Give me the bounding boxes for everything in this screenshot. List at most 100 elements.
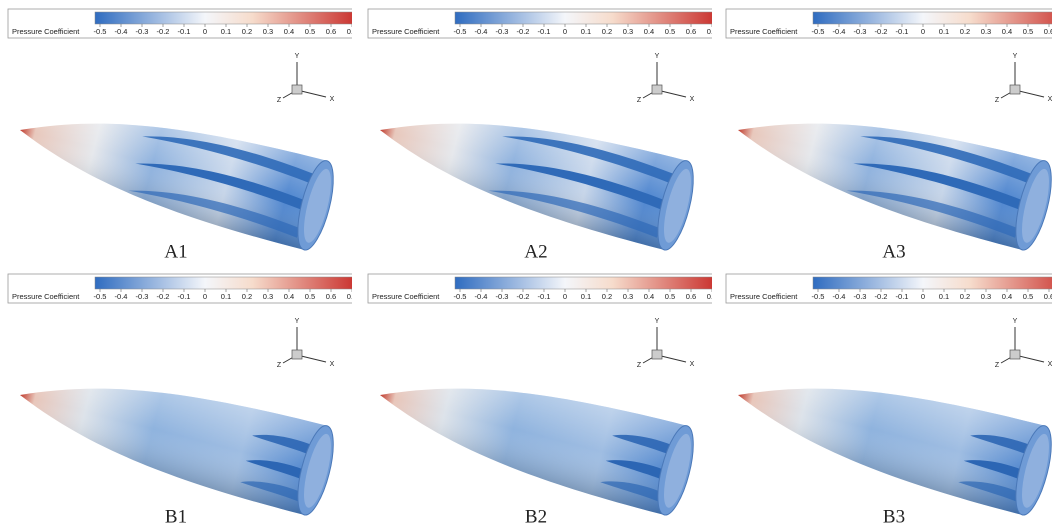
panel-label: B2 [525,506,547,527]
colorbar-tick-label: -0.3 [854,292,867,301]
colorbar-tick-label: -0.4 [115,292,128,301]
colorbar-title: Pressure Coefficient [730,27,798,36]
panel: Pressure Coefficient-0.5-0.4-0.3-0.2-0.1… [360,265,712,529]
triad-label-z: Z [637,97,642,104]
colorbar-tick-label: -0.1 [896,292,909,301]
panel: Pressure Coefficient-0.5-0.4-0.3-0.2-0.1… [0,0,352,264]
projectile [369,350,701,518]
triad-label-x: X [330,361,335,368]
colorbar-tick-label: 0 [563,27,567,36]
panel-label: B1 [165,506,187,527]
triad-cube [652,350,662,359]
projectile [9,85,341,253]
colorbar-tick-label: 0.6 [326,292,336,301]
triad-label-z: Z [637,362,642,369]
triad-label-x: X [690,361,695,368]
panel: Pressure Coefficient-0.5-0.4-0.3-0.2-0.1… [718,0,1052,264]
triad-cube [652,85,662,94]
colorbar-tick-label: -0.2 [875,27,888,36]
colorbar-tick-label: 0.2 [960,27,970,36]
figure: Pressure Coefficient -0.5 -0.4 -0.3 -0.2 -0.1… [0,0,1052,529]
colorbar-gradient [95,12,352,24]
panel-label: A1 [164,241,187,262]
colorbar-gradient [455,12,712,24]
colorbar-tick-label: 0.4 [284,27,294,36]
colorbar-title: Pressure Coefficient [12,27,80,36]
panel: Pressure Coefficient-0.5-0.4-0.3-0.2-0.1… [0,265,352,529]
colorbar-gradient [813,277,1052,289]
triad-label-x: X [1048,361,1052,368]
colorbar-tick-label: 0.1 [221,27,231,36]
colorbar-tick-label: -0.2 [517,27,530,36]
colorbar-tick-label: 0.3 [981,27,991,36]
triad-label-y: Y [295,318,300,325]
colorbar-tick-label: -0.5 [812,27,825,36]
colorbar-tick-label: 0.3 [623,292,633,301]
colorbar-tick-label: 0 [203,292,207,301]
colorbar-tick-label: -0.1 [178,27,191,36]
colorbar-tick-label: -0.5 [454,27,467,36]
colorbar-tick-label: -0.1 [896,27,909,36]
colorbar-tick-label: 0.2 [602,27,612,36]
colorbar-tick-label: 0.6 [1044,27,1052,36]
colorbar-gradient [813,12,1052,24]
colorbar-tick-label: -0.2 [517,292,530,301]
colorbar-tick-label: -0.5 [94,27,107,36]
colorbar-tick-label: 0.5 [665,27,675,36]
colorbar-tick-label: -0.2 [157,27,170,36]
colorbar-tick-label: 0.6 [686,27,696,36]
triad-label-y: Y [655,318,660,325]
panel-label: A3 [882,241,905,262]
colorbar-tick-label: -0.1 [178,292,191,301]
triad-cube [292,85,302,94]
colorbar-tick-label: -0.1 [538,27,551,36]
colorbar-gradient [455,277,712,289]
colorbar-tick-label: 0.1 [581,292,591,301]
panel: Pressure Coefficient-0.5-0.4-0.3-0.2-0.1… [360,0,712,264]
colorbar-tick-label: -0.3 [854,27,867,36]
colorbar-tick-label: -0.4 [475,292,488,301]
colorbar-title: Pressure Coefficient [12,292,80,301]
colorbar-tick-label: 0.5 [1023,27,1033,36]
colorbar-tick-label: 0.1 [939,292,949,301]
triad-cube [292,350,302,359]
colorbar-tick-label: -0.4 [833,292,846,301]
triad-label-x: X [330,96,335,103]
projectile [9,350,341,518]
colorbar-title: Pressure Coefficient [372,27,440,36]
colorbar-tick-label: 0.6 [326,27,336,36]
triad-label-y: Y [295,53,300,60]
colorbar-tick-label: 0.3 [623,27,633,36]
colorbar-tick-label: 0.7 [347,27,352,36]
colorbar-tick-label: 0.4 [1002,292,1012,301]
triad-cube [1010,350,1020,359]
panel: Pressure Coefficient-0.5-0.4-0.3-0.2-0.1… [718,265,1052,529]
panel-label: A2 [524,241,547,262]
triad-label-x: X [1048,96,1052,103]
colorbar-tick-label: 0 [203,27,207,36]
colorbar-tick-label: 0.6 [686,292,696,301]
colorbar-tick-label: -0.1 [538,292,551,301]
triad-label-z: Z [277,97,282,104]
colorbar-tick-label: 0.4 [284,292,294,301]
colorbar-tick-label: 0.1 [939,27,949,36]
triad-label-y: Y [655,53,660,60]
triad-label-z: Z [995,362,1000,369]
colorbar-title: Pressure Coefficient [730,292,798,301]
colorbar-tick-label: 0.1 [581,27,591,36]
colorbar-tick-label: 0.7 [707,27,712,36]
colorbar-gradient [95,277,352,289]
colorbar-tick-label: 0.4 [1002,27,1012,36]
colorbar-tick-label: 0.5 [665,292,675,301]
colorbar-tick-label: 0.3 [263,292,273,301]
colorbar-tick-label: 0.2 [602,292,612,301]
colorbar-tick-label: 0.2 [960,292,970,301]
projectile [727,85,1052,253]
triad-label-z: Z [277,362,282,369]
colorbar-tick-label: 0.6 [1044,292,1052,301]
colorbar-tick-label: -0.4 [115,27,128,36]
colorbar-tick-label: 0 [921,27,925,36]
colorbar-tick-label: -0.2 [157,292,170,301]
colorbar-title: Pressure Coefficient [372,292,440,301]
colorbar-tick-label: 0.7 [707,292,712,301]
